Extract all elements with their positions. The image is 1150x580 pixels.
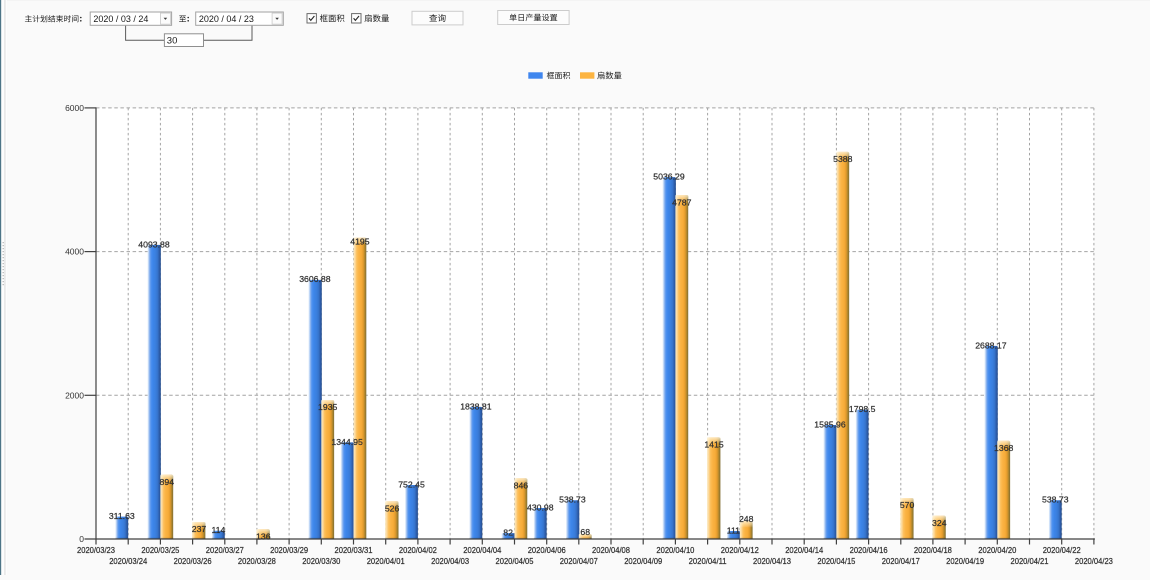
svg-text:237: 237 [192,524,207,534]
svg-text:2020/04/12: 2020/04/12 [721,546,760,555]
svg-text:2020 / 04 / 23: 2020 / 04 / 23 [199,14,254,24]
svg-text:2020/04/08: 2020/04/08 [592,546,631,555]
svg-text:846: 846 [514,480,529,490]
svg-text:68: 68 [580,527,590,537]
svg-text:2020/04/05: 2020/04/05 [496,557,535,566]
svg-text:2020/03/27: 2020/03/27 [206,546,245,555]
svg-text:4093.88: 4093.88 [138,239,170,249]
svg-text:1415: 1415 [704,440,723,450]
svg-text:2020/04/20: 2020/04/20 [978,546,1017,555]
svg-text:114: 114 [211,525,225,535]
svg-text:6000: 6000 [65,103,84,113]
svg-text:2020/03/28: 2020/03/28 [238,557,277,566]
svg-text:2020 / 03 / 24: 2020 / 03 / 24 [93,14,148,24]
svg-text:311.63: 311.63 [109,511,135,521]
svg-text:538.73: 538.73 [559,495,586,505]
svg-text:324: 324 [932,518,947,528]
svg-text:2020/03/23: 2020/03/23 [77,546,116,555]
svg-text:2020/04/19: 2020/04/19 [946,557,985,566]
svg-text:2020/04/15: 2020/04/15 [817,557,856,566]
svg-text:2020/04/11: 2020/04/11 [689,557,728,566]
svg-text:2020/03/29: 2020/03/29 [270,546,309,555]
svg-text:30: 30 [167,36,178,47]
svg-text:82: 82 [503,528,513,538]
svg-text:570: 570 [900,500,915,510]
svg-text:1585.96: 1585.96 [814,419,846,429]
svg-text:752.45: 752.45 [398,479,425,489]
svg-text:2020/04/18: 2020/04/18 [914,546,953,555]
svg-text:2020/04/23: 2020/04/23 [1075,557,1114,566]
svg-text:2020/04/06: 2020/04/06 [528,546,567,555]
svg-text:248: 248 [739,514,754,524]
svg-text:2020/04/13: 2020/04/13 [753,557,792,566]
svg-text:111: 111 [727,525,740,535]
svg-text:2020/04/22: 2020/04/22 [1043,546,1082,555]
svg-text:2020/03/25: 2020/03/25 [141,546,180,555]
svg-text:2020/04/07: 2020/04/07 [560,557,599,566]
svg-text:4195: 4195 [350,237,369,247]
svg-text:2020/04/14: 2020/04/14 [785,546,824,555]
svg-text:894: 894 [160,477,175,487]
svg-text:2000: 2000 [65,390,84,400]
svg-text:1935: 1935 [318,402,337,412]
svg-text:136: 136 [256,531,271,541]
svg-text:2020/03/31: 2020/03/31 [335,546,374,555]
svg-text:2020/03/30: 2020/03/30 [302,557,341,566]
svg-text:4000: 4000 [65,247,84,257]
svg-text:2020/04/09: 2020/04/09 [624,557,663,566]
svg-text:5036.29: 5036.29 [653,172,685,182]
svg-text:2020/04/04: 2020/04/04 [463,546,502,555]
svg-text:2020/04/16: 2020/04/16 [850,546,889,555]
svg-text:1798.5: 1798.5 [849,404,876,414]
svg-text:1344.95: 1344.95 [331,437,363,447]
svg-text:538.73: 538.73 [1042,495,1069,505]
svg-text:2020/03/24: 2020/03/24 [109,557,148,566]
svg-text:1838.81: 1838.81 [460,401,492,411]
svg-text:2020/04/17: 2020/04/17 [882,557,921,566]
svg-text:2020/04/21: 2020/04/21 [1011,557,1050,566]
svg-text:430.98: 430.98 [527,502,554,512]
svg-text:2020/04/10: 2020/04/10 [656,546,695,555]
svg-text:2020/04/03: 2020/04/03 [431,557,470,566]
svg-text:1368: 1368 [994,443,1013,453]
svg-text:2020/04/02: 2020/04/02 [399,546,438,555]
svg-text:526: 526 [385,503,400,513]
svg-text:2020/04/01: 2020/04/01 [367,557,406,566]
svg-text:5388: 5388 [833,154,852,164]
svg-text:2688.17: 2688.17 [975,340,1007,350]
svg-text:2020/03/26: 2020/03/26 [174,557,213,566]
svg-text:3606.88: 3606.88 [299,274,331,284]
svg-text:0: 0 [79,534,84,544]
svg-text:4787: 4787 [672,197,691,207]
